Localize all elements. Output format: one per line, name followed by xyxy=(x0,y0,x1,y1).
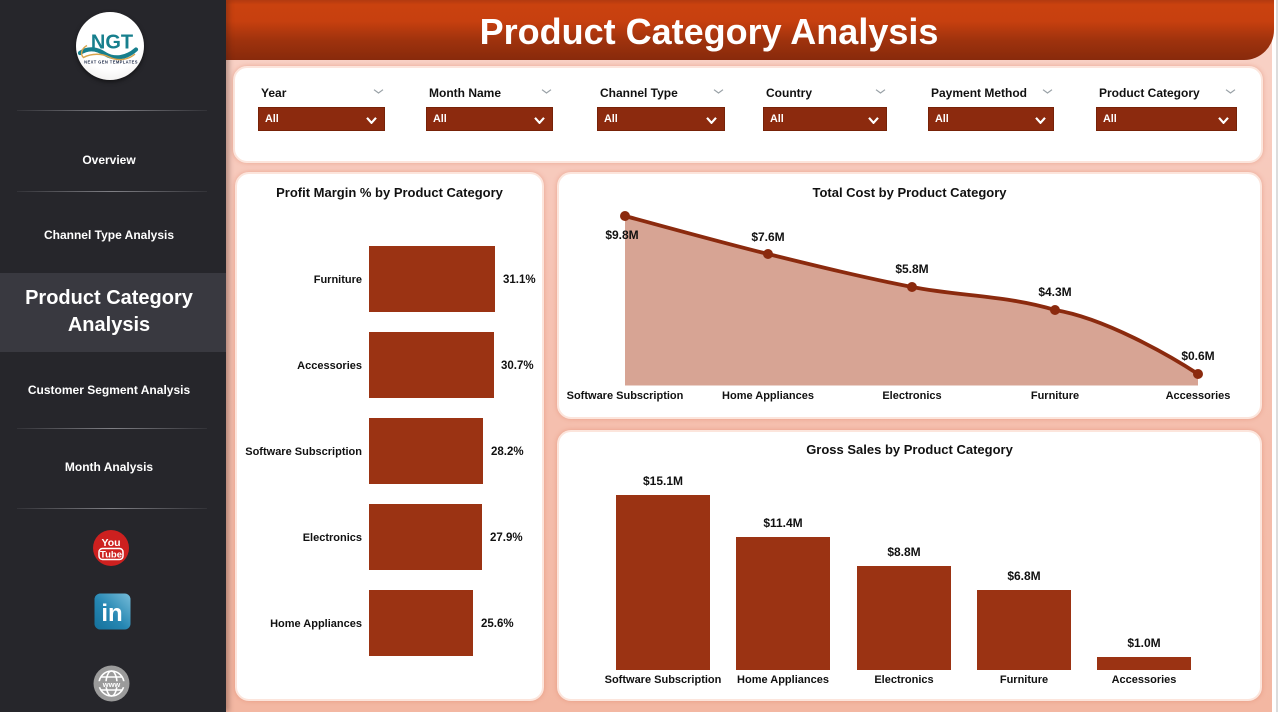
svg-text:in: in xyxy=(101,600,122,627)
svg-text:You: You xyxy=(101,537,120,549)
svg-text:NEXT GEN TEMPLATES: NEXT GEN TEMPLATES xyxy=(84,60,138,65)
svg-text:www: www xyxy=(102,680,121,689)
svg-text:Tube: Tube xyxy=(100,550,122,561)
svg-text:NGT: NGT xyxy=(91,32,133,54)
